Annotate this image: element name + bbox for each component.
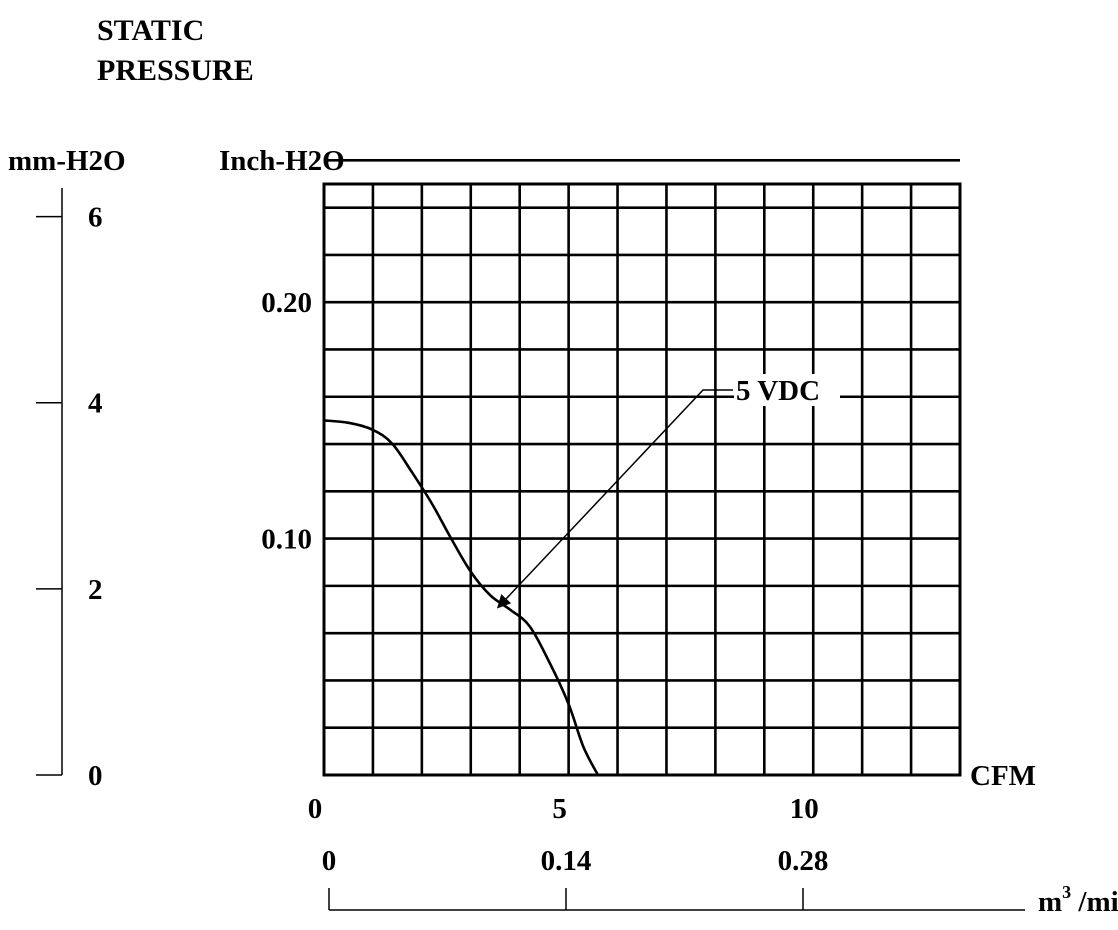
- x-axis-label-cfm: CFM: [970, 760, 1036, 792]
- annotation-arrow: [496, 389, 733, 609]
- secondary-x-axis-label-superscript: 3: [1062, 882, 1071, 902]
- plot-grid: [322, 159, 962, 777]
- chart-title-line-2: PRESSURE: [97, 54, 254, 87]
- primary-x-tick-label: 10: [790, 793, 819, 825]
- secondary-y-tick-label: 4: [88, 388, 103, 420]
- secondary-y-tick-label: 2: [88, 574, 103, 606]
- plot-frame: [322, 182, 962, 777]
- series-line-5vdc: [323, 419, 600, 776]
- secondary-x-axis-label-rest: /min: [1071, 886, 1118, 918]
- primary-y-axis-label: Inch-H2O: [219, 145, 345, 177]
- secondary-x-tick-label: 0.28: [778, 845, 829, 877]
- series-layer: [323, 419, 600, 776]
- annotation-layer: 5 VDC: [496, 374, 840, 609]
- chart-title-line-1: STATIC: [97, 14, 204, 47]
- secondary-y-tick-label: 6: [88, 202, 103, 234]
- primary-y-ticks: 0.10 0.20: [261, 287, 312, 555]
- secondary-y-tick-label: 0: [88, 760, 103, 792]
- secondary-x-tick-label: 0: [322, 845, 337, 877]
- secondary-x-axis-label: m3 /min: [1038, 882, 1118, 918]
- secondary-x-axis: 0 0.14 0.28: [322, 845, 1025, 911]
- primary-x-tick-label: 0: [308, 793, 323, 825]
- primary-x-ticks: 0 5 10: [308, 793, 819, 825]
- primary-x-tick-label: 5: [552, 793, 567, 825]
- secondary-y-axis: 0 2 4 6: [36, 188, 103, 792]
- primary-y-tick-label: 0.10: [261, 524, 312, 556]
- secondary-x-tick-label: 0.14: [541, 845, 592, 877]
- secondary-x-axis-label-base: m: [1038, 886, 1062, 918]
- annotation-label-background: [734, 374, 840, 406]
- secondary-y-axis-label: mm-H2O: [8, 145, 126, 177]
- annotation-label-5vdc: 5 VDC: [736, 375, 820, 407]
- primary-y-tick-label: 0.20: [261, 287, 312, 319]
